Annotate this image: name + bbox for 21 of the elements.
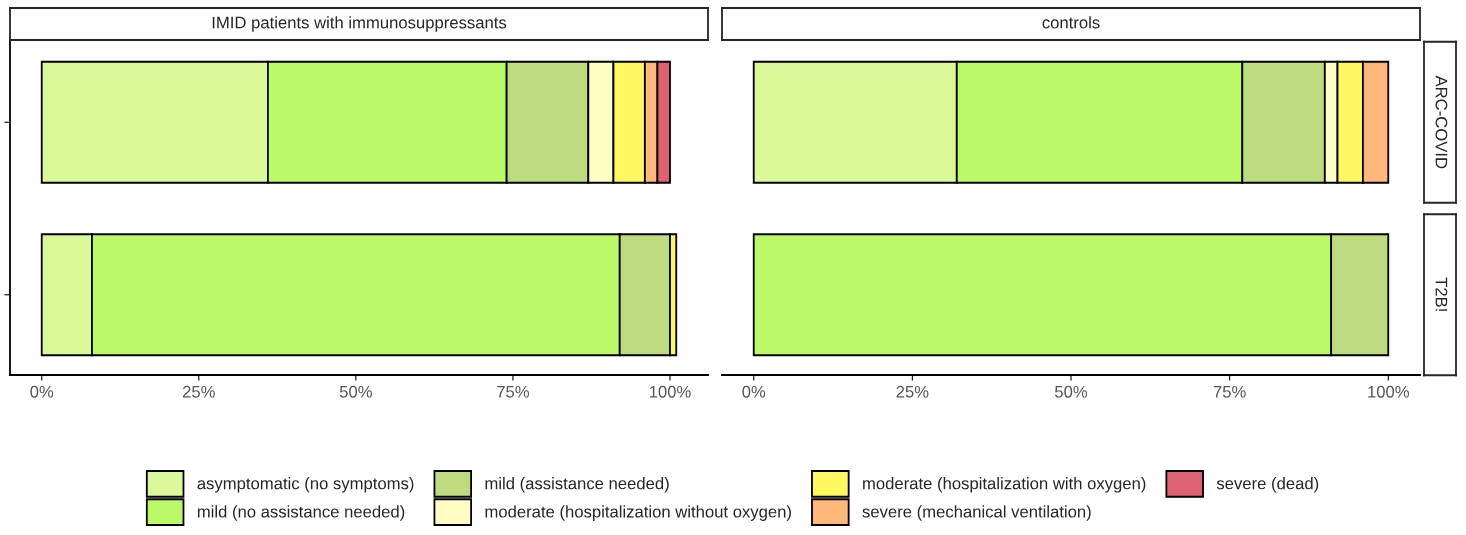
x-tick-label: 25% bbox=[896, 385, 929, 398]
legend-label: mild (no assistance needed) bbox=[197, 505, 405, 521]
legend-label: mild (assistance needed) bbox=[485, 477, 669, 493]
legend-label: severe (dead) bbox=[1216, 477, 1319, 493]
x-tick-label: 100% bbox=[649, 385, 691, 398]
y-tick-label: T2B! bbox=[1435, 277, 1448, 311]
chart-title: controls bbox=[1042, 16, 1100, 29]
y-tick-label: ARC-COVID bbox=[1435, 75, 1448, 169]
legend-label: moderate (hospitalization with oxygen) bbox=[863, 477, 1146, 493]
legend-label: asymptomatic (no symptoms) bbox=[197, 477, 414, 493]
legend-label: moderate (hospitalization without oxygen) bbox=[485, 505, 791, 521]
x-tick-label: 25% bbox=[182, 385, 215, 398]
x-tick-label: 100% bbox=[1368, 385, 1409, 398]
x-tick-label: 0% bbox=[742, 385, 766, 398]
x-tick-label: 75% bbox=[497, 385, 530, 398]
x-tick-label: 50% bbox=[1054, 385, 1088, 398]
x-tick-label: 50% bbox=[339, 385, 372, 398]
chart-title: IMID patients with immunosuppressants bbox=[212, 16, 507, 32]
legend-label: severe (mechanical ventilation) bbox=[862, 505, 1091, 521]
x-tick-label: 0% bbox=[30, 385, 54, 398]
x-tick-label: 75% bbox=[1213, 385, 1246, 398]
